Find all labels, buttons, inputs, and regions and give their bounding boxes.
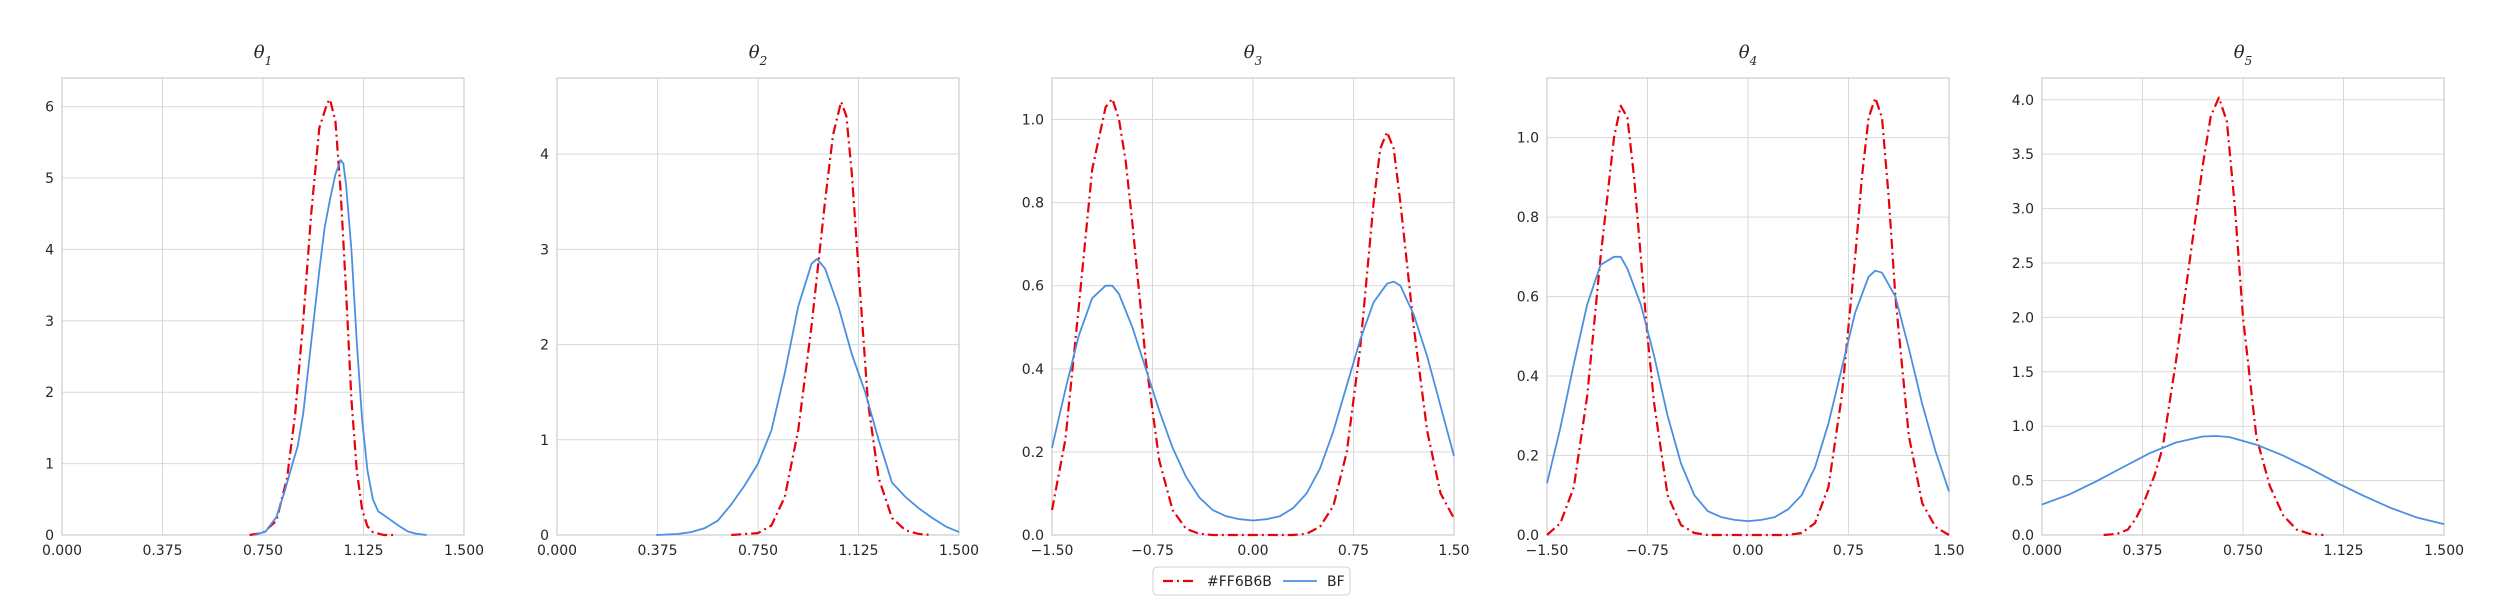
y-tick-label: 0.8 [1517, 210, 1539, 226]
y-tick-label: 0.5 [2012, 474, 2034, 490]
title-base: θ [2234, 42, 2245, 63]
x-tick-label: 0.000 [537, 543, 577, 559]
subplot-title: θ4 [1739, 42, 1757, 68]
subplot-title: θ2 [749, 42, 767, 68]
subplot-3: −1.50 −0.75 0.00 0.75 1.50 0.0 0.2 0.4 0.6 0.8 1.0… [1022, 42, 1470, 559]
y-tick-label: 0.4 [1022, 362, 1044, 378]
series-line-solid [656, 257, 960, 536]
axes-frame [556, 77, 960, 536]
x-tick-label: 0.75 [1833, 543, 1864, 559]
y-tick-label: 3 [45, 314, 54, 330]
legend: #FF6B6B BF [1152, 566, 1351, 596]
title-base: θ [1244, 42, 1255, 63]
x-tick-label: 0.375 [637, 543, 677, 559]
series-line-dashdot [731, 100, 933, 537]
y-tick-label: 3 [540, 242, 549, 258]
title-subscript: 4 [1749, 54, 1758, 68]
x-tick-label: 0.750 [243, 543, 283, 559]
y-tick-label: 1.0 [1022, 113, 1044, 129]
x-tick-label: 0.375 [2122, 543, 2162, 559]
y-tick-label: 1 [540, 433, 549, 449]
subplot-title: θ3 [1244, 42, 1263, 68]
series-line-solid [2041, 435, 2445, 525]
legend-label: #FF6B6B [1207, 574, 1272, 590]
y-tick-label: 0.0 [2012, 528, 2034, 544]
x-tick-label: 1.125 [838, 543, 878, 559]
axes-frame [61, 77, 465, 536]
y-tick-label: 3.0 [2012, 202, 2034, 218]
title-subscript: 2 [759, 54, 768, 68]
axes-frame [2041, 77, 2445, 536]
y-tick-label: 0.6 [1517, 290, 1539, 306]
title-base: θ [1739, 42, 1750, 63]
series-line-solid [1051, 280, 1455, 522]
subplot-title: θ1 [254, 42, 272, 68]
title-base: θ [254, 42, 265, 63]
legend-label: BF [1327, 574, 1345, 590]
x-tick-label: 0.375 [142, 543, 182, 559]
series-line-dashdot [1050, 97, 1455, 537]
y-tick-label: 0.0 [1022, 528, 1044, 544]
y-tick-label: 4 [45, 242, 54, 258]
subplot-5: 0.000 0.375 0.750 1.125 1.500 0.0 0.5 1.0 1.5 2.0… [2012, 42, 2464, 559]
y-tick-label: 1 [45, 457, 54, 473]
series-line-dashdot [2103, 96, 2324, 537]
x-tick-label: 0.750 [738, 543, 778, 559]
x-tick-label: −0.75 [1131, 543, 1174, 559]
y-tick-label: 1.5 [2012, 365, 2034, 381]
y-tick-label: 2 [540, 338, 549, 354]
title-base: θ [749, 42, 760, 63]
y-tick-label: 5 [45, 171, 54, 187]
series-line-solid [1546, 255, 1950, 522]
x-tick-label: 0.00 [1237, 543, 1268, 559]
x-tick-label: 1.500 [939, 543, 979, 559]
y-tick-label: 0.2 [1022, 445, 1044, 461]
y-tick-label: 1.0 [1517, 131, 1539, 147]
subplot-title: θ5 [2234, 42, 2252, 68]
y-tick-label: 2 [45, 385, 54, 401]
y-tick-label: 2.5 [2012, 256, 2034, 272]
x-tick-label: −1.50 [1031, 543, 1074, 559]
legend-box [1152, 566, 1351, 596]
y-tick-label: 0 [45, 528, 54, 544]
title-subscript: 5 [2245, 54, 2253, 68]
y-tick-label: 0 [540, 528, 549, 544]
x-tick-label: 1.125 [343, 543, 383, 559]
x-tick-label: 1.125 [2323, 543, 2363, 559]
y-tick-label: 0.6 [1022, 279, 1044, 295]
title-subscript: 3 [1255, 54, 1263, 68]
y-tick-label: 6 [45, 100, 54, 116]
series-line-solid [254, 159, 427, 536]
y-tick-label: 0.0 [1517, 528, 1539, 544]
x-tick-label: 1.50 [1438, 543, 1469, 559]
y-tick-label: 2.0 [2012, 310, 2034, 326]
series-line-dashdot [249, 98, 397, 537]
x-tick-label: −1.50 [1526, 543, 1569, 559]
axes-frame [1546, 77, 1950, 536]
y-tick-label: 0.8 [1022, 196, 1044, 212]
x-tick-label: 1.500 [2424, 543, 2464, 559]
y-tick-label: 1.0 [2012, 419, 2034, 435]
x-tick-label: 0.75 [1338, 543, 1369, 559]
x-tick-label: 0.000 [42, 543, 82, 559]
y-tick-label: 3.5 [2012, 147, 2034, 163]
y-tick-label: 4.0 [2012, 93, 2034, 109]
title-subscript: 1 [265, 54, 273, 68]
x-tick-label: −0.75 [1626, 543, 1669, 559]
y-tick-label: 0.2 [1517, 449, 1539, 465]
x-tick-label: 1.500 [444, 543, 484, 559]
x-tick-label: 0.00 [1732, 543, 1763, 559]
x-tick-label: 0.750 [2223, 543, 2263, 559]
y-tick-label: 4 [540, 147, 549, 163]
y-tick-label: 0.4 [1517, 369, 1539, 385]
subplot-4: −1.50 −0.75 0.00 0.75 1.50 0.0 0.2 0.4 0.6 0.8 1.0… [1517, 42, 1965, 559]
x-tick-label: 1.50 [1933, 543, 1964, 559]
x-tick-label: 0.000 [2022, 543, 2062, 559]
